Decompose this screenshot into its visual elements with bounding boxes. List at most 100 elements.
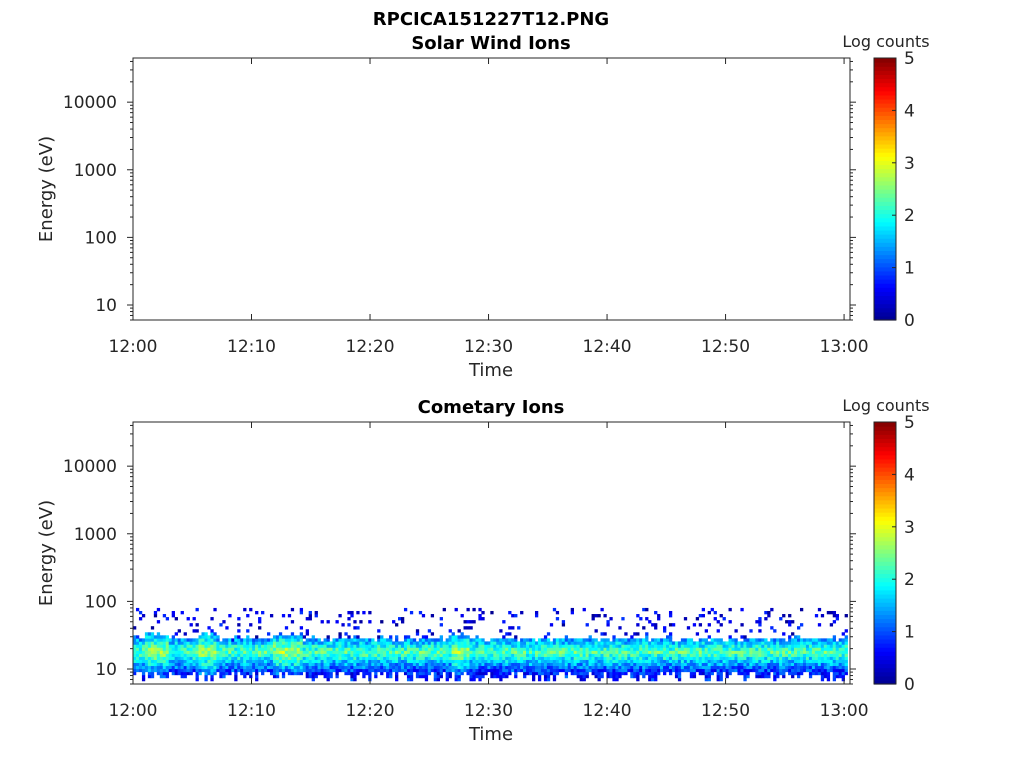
heatmap-cell	[380, 620, 384, 624]
heatmap-cell	[475, 647, 479, 651]
heatmap-cell	[418, 665, 423, 670]
heatmap-cell	[219, 641, 223, 645]
heatmap-cell	[555, 617, 560, 621]
heatmap-cell	[395, 641, 399, 645]
heatmap-cell	[799, 650, 804, 654]
heatmap-cell	[445, 659, 449, 664]
heatmap-cell	[168, 656, 173, 660]
heatmap-cell	[171, 650, 175, 654]
heatmap-cell	[296, 650, 301, 654]
heatmap-cell	[168, 647, 173, 651]
heatmap-cell	[546, 665, 551, 670]
heatmap-cell	[481, 656, 485, 660]
heatmap-cell	[412, 653, 417, 657]
heatmap-cell	[421, 641, 426, 645]
heatmap-cell	[567, 665, 572, 670]
heatmap-cell	[398, 644, 402, 648]
heatmap-cell	[797, 656, 801, 660]
heatmap-cell	[791, 659, 795, 664]
heatmap-cell	[374, 641, 378, 645]
heatmap-cell	[168, 641, 173, 645]
colorbar-segment	[874, 86, 896, 92]
heatmap-cell	[532, 662, 536, 667]
heatmap-cell	[466, 650, 470, 654]
heatmap-cell	[508, 659, 512, 664]
heatmap-cell	[356, 610, 360, 615]
heatmap-cell	[317, 665, 321, 670]
heatmap-cell	[475, 641, 479, 645]
heatmap-cell	[689, 653, 694, 657]
colorbar-segment	[874, 634, 896, 640]
heatmap-cell	[665, 647, 670, 651]
heatmap-cell	[811, 665, 816, 670]
heatmap-cell	[156, 653, 161, 657]
heatmap-cell	[326, 665, 330, 670]
heatmap-cell	[520, 662, 524, 667]
colorbar-segment	[874, 532, 896, 538]
heatmap-cell	[749, 659, 753, 664]
heatmap-cell	[347, 662, 351, 667]
heatmap-cell	[799, 647, 804, 651]
heatmap-cell	[249, 607, 253, 612]
heatmap-cell	[213, 662, 217, 667]
heatmap-cell	[713, 653, 717, 657]
heatmap-cell	[400, 650, 405, 654]
heatmap-cell	[374, 665, 378, 670]
heatmap-cell	[621, 656, 625, 660]
heatmap-cell	[707, 677, 711, 682]
heatmap-cell	[549, 641, 554, 645]
heatmap-cell	[201, 644, 205, 648]
heatmap-cell	[820, 665, 825, 670]
heatmap-cell	[540, 656, 545, 660]
heatmap-cell	[737, 650, 741, 654]
heatmap-cell	[240, 638, 244, 642]
heatmap-cell	[716, 644, 720, 648]
heatmap-cell	[511, 662, 515, 667]
heatmap-cell	[430, 638, 435, 642]
heatmap-cell	[320, 653, 324, 657]
heatmap-cell	[585, 668, 589, 673]
heatmap-cell	[692, 668, 697, 673]
heatmap-cell	[523, 665, 527, 670]
heatmap-cell	[350, 677, 354, 682]
heatmap-cell	[255, 668, 259, 673]
heatmap-cell	[177, 665, 181, 670]
heatmap-cell	[269, 671, 274, 676]
heatmap-cell	[478, 607, 482, 612]
heatmap-cell	[799, 641, 804, 645]
heatmap-cell	[826, 653, 831, 657]
colorbar-segment	[874, 205, 896, 211]
heatmap-cell	[386, 638, 390, 642]
heatmap-cell	[511, 644, 515, 648]
heatmap-cell	[472, 653, 476, 657]
heatmap-cell	[698, 656, 703, 660]
heatmap-cell	[558, 668, 563, 673]
heatmap-cell	[499, 647, 503, 651]
heatmap-cell	[481, 668, 485, 673]
heatmap-cell	[832, 671, 837, 676]
heatmap-cell	[707, 674, 711, 679]
heatmap-cell	[141, 674, 146, 679]
heatmap-cell	[332, 650, 336, 654]
heatmap-cell	[222, 668, 226, 673]
heatmap-cell	[716, 641, 720, 645]
colorbar-tick-label: 3	[904, 518, 915, 538]
heatmap-cell	[791, 638, 795, 642]
heatmap-cell	[654, 623, 658, 627]
heatmap-cell	[558, 665, 563, 670]
heatmap-cell	[570, 659, 574, 664]
heatmap-cell	[537, 638, 542, 642]
heatmap-cell	[576, 668, 580, 673]
heatmap-cell	[835, 674, 839, 679]
heatmap-cell	[758, 641, 762, 645]
heatmap-cell	[409, 656, 414, 660]
heatmap-cell	[311, 677, 315, 682]
heatmap-cell	[725, 659, 729, 664]
heatmap-cell	[249, 668, 253, 673]
heatmap-cell	[728, 650, 732, 654]
colorbar-segment	[874, 143, 896, 149]
heatmap-cell	[252, 662, 256, 667]
heatmap-cell	[520, 638, 524, 642]
heatmap-cell	[668, 653, 673, 657]
